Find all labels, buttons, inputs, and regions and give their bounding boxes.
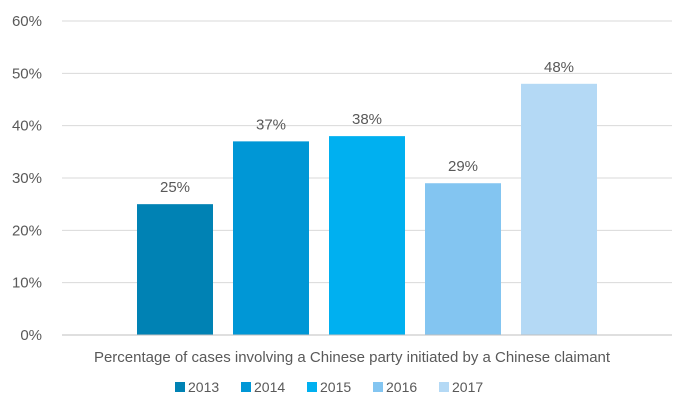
y-tick-label: 50%: [12, 65, 42, 82]
legend-label-2015: 2015: [320, 379, 351, 394]
legend-label-2016: 2016: [386, 379, 417, 394]
legend-swatch-2015: [307, 382, 317, 392]
legend-swatch-2014: [241, 382, 251, 392]
bar-2015: [329, 136, 405, 335]
data-labels: 25% 37% 38% 29% 48%: [160, 59, 574, 196]
y-tick-label: 60%: [12, 13, 42, 30]
data-label-2015: 38%: [352, 111, 382, 128]
y-tick-label: 20%: [12, 222, 42, 239]
y-tick-label: 0%: [20, 327, 42, 344]
legend-swatch-2017: [439, 382, 449, 392]
data-label-2013: 25%: [160, 179, 190, 196]
data-label-2014: 37%: [256, 116, 286, 133]
legend-label-2013: 2013: [188, 379, 219, 394]
y-axis-ticks: 0% 10% 20% 30% 40% 50% 60%: [12, 13, 42, 344]
data-label-2016: 29%: [448, 158, 478, 175]
y-tick-label: 30%: [12, 170, 42, 187]
bar-2016: [425, 183, 501, 335]
bar-2013: [137, 204, 213, 335]
legend-label-2014: 2014: [254, 379, 285, 394]
category-label: Percentage of cases involving a Chinese …: [94, 349, 611, 366]
legend-swatch-2013: [175, 382, 185, 392]
bar-2017: [521, 83, 597, 335]
legend: 2013 2014 2015 2016 2017: [175, 379, 483, 394]
bar-2014: [233, 141, 309, 335]
legend-swatch-2016: [373, 382, 383, 392]
data-label-2017: 48%: [544, 59, 574, 76]
legend-label-2017: 2017: [452, 379, 483, 394]
bars: [137, 83, 597, 335]
y-tick-label: 10%: [12, 275, 42, 292]
y-tick-label: 40%: [12, 118, 42, 135]
